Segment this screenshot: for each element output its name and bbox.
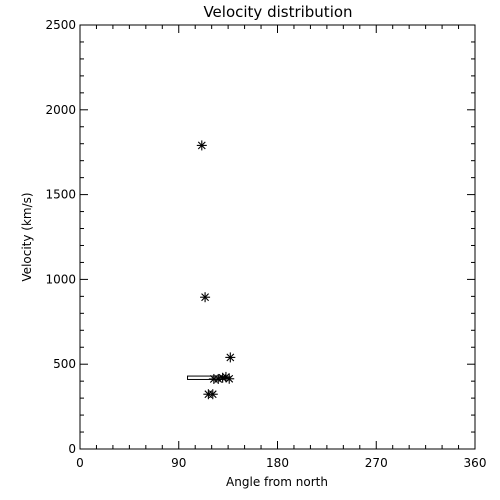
y-tick-label: 1000 — [45, 272, 76, 286]
x-axis-ticks: 0 90 180 270 360 — [76, 25, 486, 470]
x-tick-label: 360 — [464, 456, 487, 470]
y-tick-label: 0 — [68, 442, 76, 456]
y-tick-label: 2000 — [45, 103, 76, 117]
y-tick-label: 1500 — [45, 188, 76, 202]
chart-title: Velocity distribution — [203, 3, 352, 21]
data-point — [200, 292, 211, 303]
data-point — [225, 352, 236, 363]
plot-frame — [79, 24, 476, 450]
x-tick-label: 180 — [266, 456, 289, 470]
y-axis-label: Velocity (km/s) — [20, 192, 34, 281]
y-tick-label: 500 — [53, 357, 76, 371]
data-points — [196, 140, 236, 400]
x-tick-label: 90 — [171, 456, 186, 470]
y-tick-label: 2500 — [45, 18, 76, 32]
data-point — [224, 373, 235, 384]
x-tick-label: 270 — [365, 456, 388, 470]
x-axis-label: Angle from north — [226, 475, 328, 489]
x-tick-label: 0 — [76, 456, 84, 470]
y-axis-ticks: 0 500 1000 1500 2000 2500 — [45, 18, 475, 456]
data-point — [196, 140, 207, 151]
data-point — [207, 389, 218, 400]
